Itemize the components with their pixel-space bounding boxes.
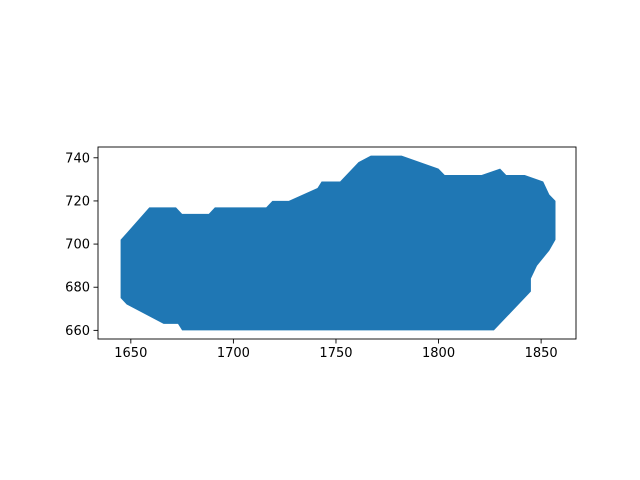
x-tick-label: 1650: [114, 346, 147, 361]
y-tick-label: 700: [65, 238, 90, 253]
y-tick-label: 740: [65, 151, 90, 166]
y-tick-label: 660: [65, 324, 90, 339]
plot-area: [120, 155, 556, 331]
x-tick-label: 1850: [525, 346, 558, 361]
axes-frame: [97, 146, 577, 340]
axes: 1650 1700 1750 1800 1850 660 680 700 720 740: [65, 146, 577, 361]
x-tick-label: 1750: [319, 346, 352, 361]
y-tick-label: 720: [65, 194, 90, 209]
x-tick-label: 1700: [217, 346, 250, 361]
x-tick-label: 1800: [422, 346, 455, 361]
area-polygon: [120, 155, 556, 331]
y-tick-label: 680: [65, 281, 90, 296]
